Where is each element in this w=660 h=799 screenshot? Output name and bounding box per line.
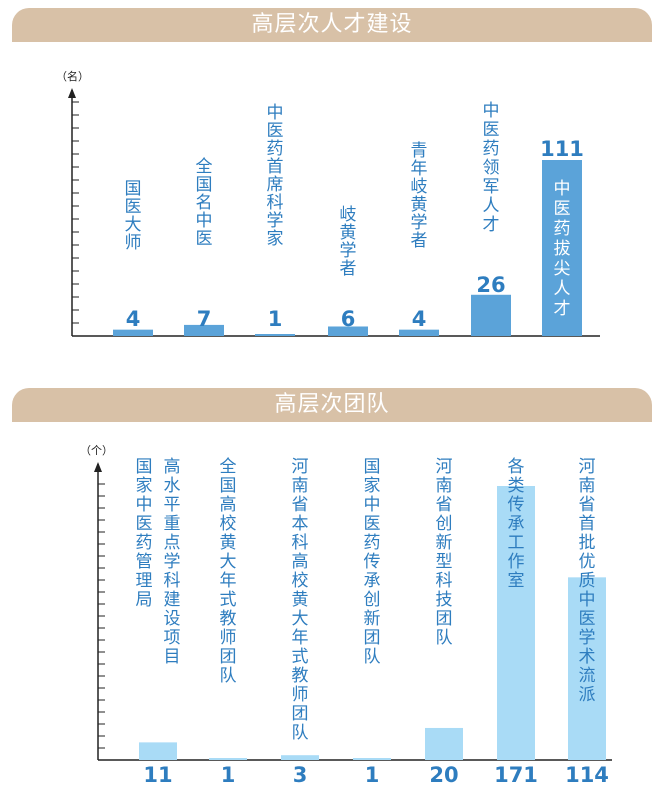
value-label: 1 [221,763,236,787]
bar [184,324,224,336]
bar [471,294,511,336]
value-label: 26 [476,273,505,297]
value-label: 20 [429,763,458,787]
value-label: 111 [540,137,584,161]
category-label: 中医药首席科学家 [267,103,284,249]
category-label: 河南省创新型科技团队 [436,457,453,648]
category-label: 国家中医药传承创新团队 [364,457,381,667]
category-label: 青年岐黄学者 [411,141,428,251]
section-banner-team: 高层次团队 [12,388,652,422]
y-axis-unit-label: （名） [56,69,89,83]
y-axis-unit-label: （个） [80,444,113,457]
bar [399,329,439,336]
value-label: 7 [197,307,212,331]
category-label: 岐黄学者 [340,205,357,279]
value-label: 171 [494,763,538,787]
category-label-part: 高水平重点学科建设项目 [164,457,181,667]
category-label: 中医药拔尖人才 [554,179,571,319]
bar [209,758,247,760]
bar [328,326,368,336]
value-label: 6 [341,307,356,331]
section-title-talent: 高层次人才建设 [251,12,413,37]
category-label: 全国高校黄大年式教师团队 [220,457,237,686]
category-label: 中医药领军人才 [483,101,500,235]
section-banner-talent: 高层次人才建设 [12,8,652,42]
bar [113,329,153,336]
value-label: 4 [412,307,427,331]
category-label-part: 国家中医药管理局 [136,457,153,610]
category-label: 全国名中医 [196,157,213,249]
value-label: 1 [268,307,283,331]
bar [353,758,391,760]
bar [497,486,535,760]
category-label: 河南省本科高校黄大年式教师团队 [292,457,309,743]
y-axis-arrow [68,88,76,98]
section-title-team: 高层次团队 [274,392,390,417]
bar [281,755,319,760]
category-label: 国医大师 [125,179,142,253]
category-label: 河南省首批优质中医学术流派 [579,457,596,705]
bar [425,727,463,760]
bar [255,334,295,336]
talent-bar-chart: （名） 4 国医大师 7 全国名中医 1 中医药首席科学家 6 岐黄学者 4 青年岐黄学者 26 中医药… [56,69,600,337]
value-label: 4 [126,307,141,331]
value-label: 3 [293,763,308,787]
bar [139,742,177,760]
bar [568,577,606,760]
bar [542,160,582,336]
y-axis-arrow [94,462,102,472]
value-label: 11 [143,763,172,787]
value-label: 1 [365,763,380,787]
value-label: 114 [565,763,609,787]
category-label: 各类传承工作室 [508,457,525,591]
